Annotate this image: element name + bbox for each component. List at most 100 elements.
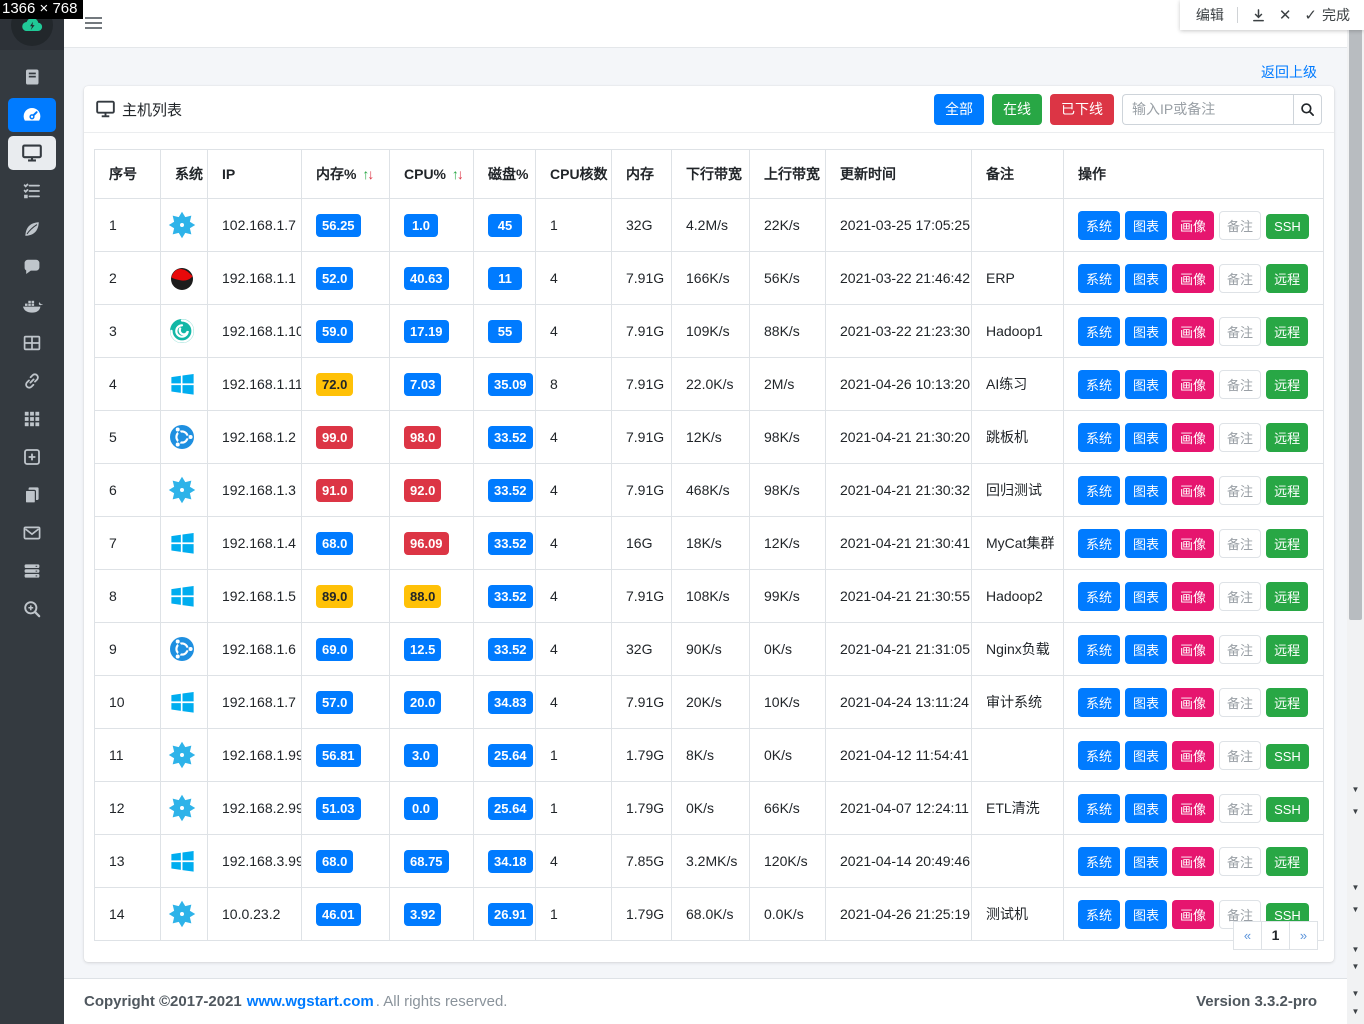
sidebar-item-link[interactable] [8, 364, 56, 398]
scroll-down-arrow-icon[interactable]: ▼ [1351, 962, 1360, 971]
action-chart-button[interactable]: 图表 [1125, 369, 1168, 399]
action-portrait-button[interactable]: 画像 [1172, 581, 1215, 611]
action-note-button[interactable]: 备注 [1219, 634, 1262, 664]
action-system-button[interactable]: 系统 [1078, 475, 1121, 505]
action-remote-button[interactable]: 远程 [1266, 634, 1309, 664]
scroll-down-arrow-icon[interactable]: ▼ [1351, 945, 1360, 954]
action-system-button[interactable]: 系统 [1078, 528, 1121, 558]
action-system-button[interactable]: 系统 [1078, 899, 1121, 929]
scroll-down-arrow-icon[interactable]: ▼ [1351, 807, 1360, 816]
wgstart-link[interactable]: www.wgstart.com [246, 993, 374, 1010]
action-chart-button[interactable]: 图表 [1125, 687, 1168, 717]
back-to-parent-link[interactable]: 返回上级 [1261, 64, 1317, 80]
action-system-button[interactable]: 系统 [1078, 581, 1121, 611]
action-chart-button[interactable]: 图表 [1125, 316, 1168, 346]
action-portrait-button[interactable]: 画像 [1172, 422, 1215, 452]
action-portrait-button[interactable]: 画像 [1172, 528, 1215, 558]
action-portrait-button[interactable]: 画像 [1172, 740, 1215, 770]
action-chart-button[interactable]: 图表 [1125, 422, 1168, 452]
sidebar-item-zoom-search[interactable] [8, 592, 56, 626]
column-header-4[interactable]: CPU% ↑↓ [389, 149, 474, 199]
action-note-button[interactable]: 备注 [1219, 263, 1262, 293]
action-note-button[interactable]: 备注 [1219, 422, 1262, 452]
action-note-button[interactable]: 备注 [1219, 687, 1262, 717]
action-system-button[interactable]: 系统 [1078, 846, 1121, 876]
edit-button[interactable]: 编辑 [1195, 7, 1224, 23]
scrollbar-thumb[interactable] [1349, 28, 1362, 620]
sidebar-item-docker[interactable] [8, 288, 56, 322]
action-portrait-button[interactable]: 画像 [1172, 846, 1215, 876]
action-portrait-button[interactable]: 画像 [1172, 634, 1215, 664]
sidebar-item-grid-table[interactable] [8, 326, 56, 360]
scroll-down-arrow-icon[interactable]: ▼ [1351, 883, 1360, 892]
sidebar-item-chat[interactable] [8, 250, 56, 284]
action-remote-button[interactable]: 远程 [1266, 422, 1309, 452]
pagination-page-1[interactable]: 1 [1261, 921, 1290, 950]
action-note-button[interactable]: 备注 [1219, 793, 1262, 823]
sort-up-icon[interactable]: ↑ [451, 166, 459, 182]
sidebar-item-leaf[interactable] [8, 212, 56, 246]
action-remote-button[interactable]: 远程 [1266, 528, 1309, 558]
action-system-button[interactable]: 系统 [1078, 634, 1121, 664]
action-remote-button[interactable]: 远程 [1266, 581, 1309, 611]
sidebar-item-tasks[interactable] [8, 174, 56, 208]
action-ssh-button[interactable]: SSH [1266, 213, 1309, 239]
column-header-3[interactable]: 内存% ↑↓ [301, 149, 390, 199]
action-note-button[interactable]: 备注 [1219, 210, 1262, 240]
filter-offline-button[interactable]: 已下线 [1050, 93, 1114, 125]
search-input[interactable] [1122, 93, 1293, 125]
action-system-button[interactable]: 系统 [1078, 369, 1121, 399]
sidebar-item-copy[interactable] [8, 478, 56, 512]
action-portrait-button[interactable]: 画像 [1172, 687, 1215, 717]
action-system-button[interactable]: 系统 [1078, 210, 1121, 240]
sidebar-item-mail[interactable] [8, 516, 56, 550]
scrollbar[interactable]: ▼ ▼ ▼ ▼ ▼ ▼ ▼ ▼ [1347, 0, 1364, 1024]
action-note-button[interactable]: 备注 [1219, 475, 1262, 505]
action-portrait-button[interactable]: 画像 [1172, 793, 1215, 823]
action-chart-button[interactable]: 图表 [1125, 634, 1168, 664]
action-system-button[interactable]: 系统 [1078, 422, 1121, 452]
action-portrait-button[interactable]: 画像 [1172, 263, 1215, 293]
action-note-button[interactable]: 备注 [1219, 846, 1262, 876]
filter-all-button[interactable]: 全部 [934, 93, 984, 125]
action-remote-button[interactable]: 远程 [1266, 846, 1309, 876]
action-system-button[interactable]: 系统 [1078, 687, 1121, 717]
action-system-button[interactable]: 系统 [1078, 740, 1121, 770]
action-chart-button[interactable]: 图表 [1125, 581, 1168, 611]
action-chart-button[interactable]: 图表 [1125, 528, 1168, 558]
sort-down-icon[interactable]: ↓ [456, 166, 464, 182]
action-ssh-button[interactable]: SSH [1266, 743, 1309, 769]
action-portrait-button[interactable]: 画像 [1172, 316, 1215, 346]
action-remote-button[interactable]: 远程 [1266, 263, 1309, 293]
action-portrait-button[interactable]: 画像 [1172, 475, 1215, 505]
action-chart-button[interactable]: 图表 [1125, 263, 1168, 293]
scroll-down-arrow-icon[interactable]: ▼ [1351, 1007, 1360, 1016]
action-remote-button[interactable]: 远程 [1266, 369, 1309, 399]
action-portrait-button[interactable]: 画像 [1172, 369, 1215, 399]
action-chart-button[interactable]: 图表 [1125, 740, 1168, 770]
scroll-down-arrow-icon[interactable]: ▼ [1351, 989, 1360, 998]
action-system-button[interactable]: 系统 [1078, 316, 1121, 346]
action-remote-button[interactable]: 远程 [1266, 687, 1309, 717]
action-chart-button[interactable]: 图表 [1125, 899, 1168, 929]
action-remote-button[interactable]: 远程 [1266, 316, 1309, 346]
pagination-next[interactable]: » [1289, 921, 1318, 950]
filter-online-button[interactable]: 在线 [992, 93, 1042, 125]
search-button[interactable] [1293, 93, 1322, 125]
action-note-button[interactable]: 备注 [1219, 581, 1262, 611]
action-chart-button[interactable]: 图表 [1125, 846, 1168, 876]
sidebar-item-dashboard[interactable] [8, 98, 56, 132]
action-system-button[interactable]: 系统 [1078, 263, 1121, 293]
scroll-down-arrow-icon[interactable]: ▼ [1351, 785, 1360, 794]
pagination-prev[interactable]: « [1233, 921, 1262, 950]
action-portrait-button[interactable]: 画像 [1172, 210, 1215, 240]
sidebar-item-servers[interactable] [8, 554, 56, 588]
sort-down-icon[interactable]: ↓ [367, 166, 374, 182]
action-note-button[interactable]: 备注 [1219, 740, 1262, 770]
action-system-button[interactable]: 系统 [1078, 793, 1121, 823]
sidebar-item-apps[interactable] [8, 402, 56, 436]
menu-toggle-button[interactable] [85, 17, 102, 32]
close-icon[interactable]: ✕ [1278, 7, 1292, 24]
sidebar-item-logbook[interactable] [8, 60, 56, 94]
sort-up-icon[interactable]: ↑ [362, 166, 369, 182]
